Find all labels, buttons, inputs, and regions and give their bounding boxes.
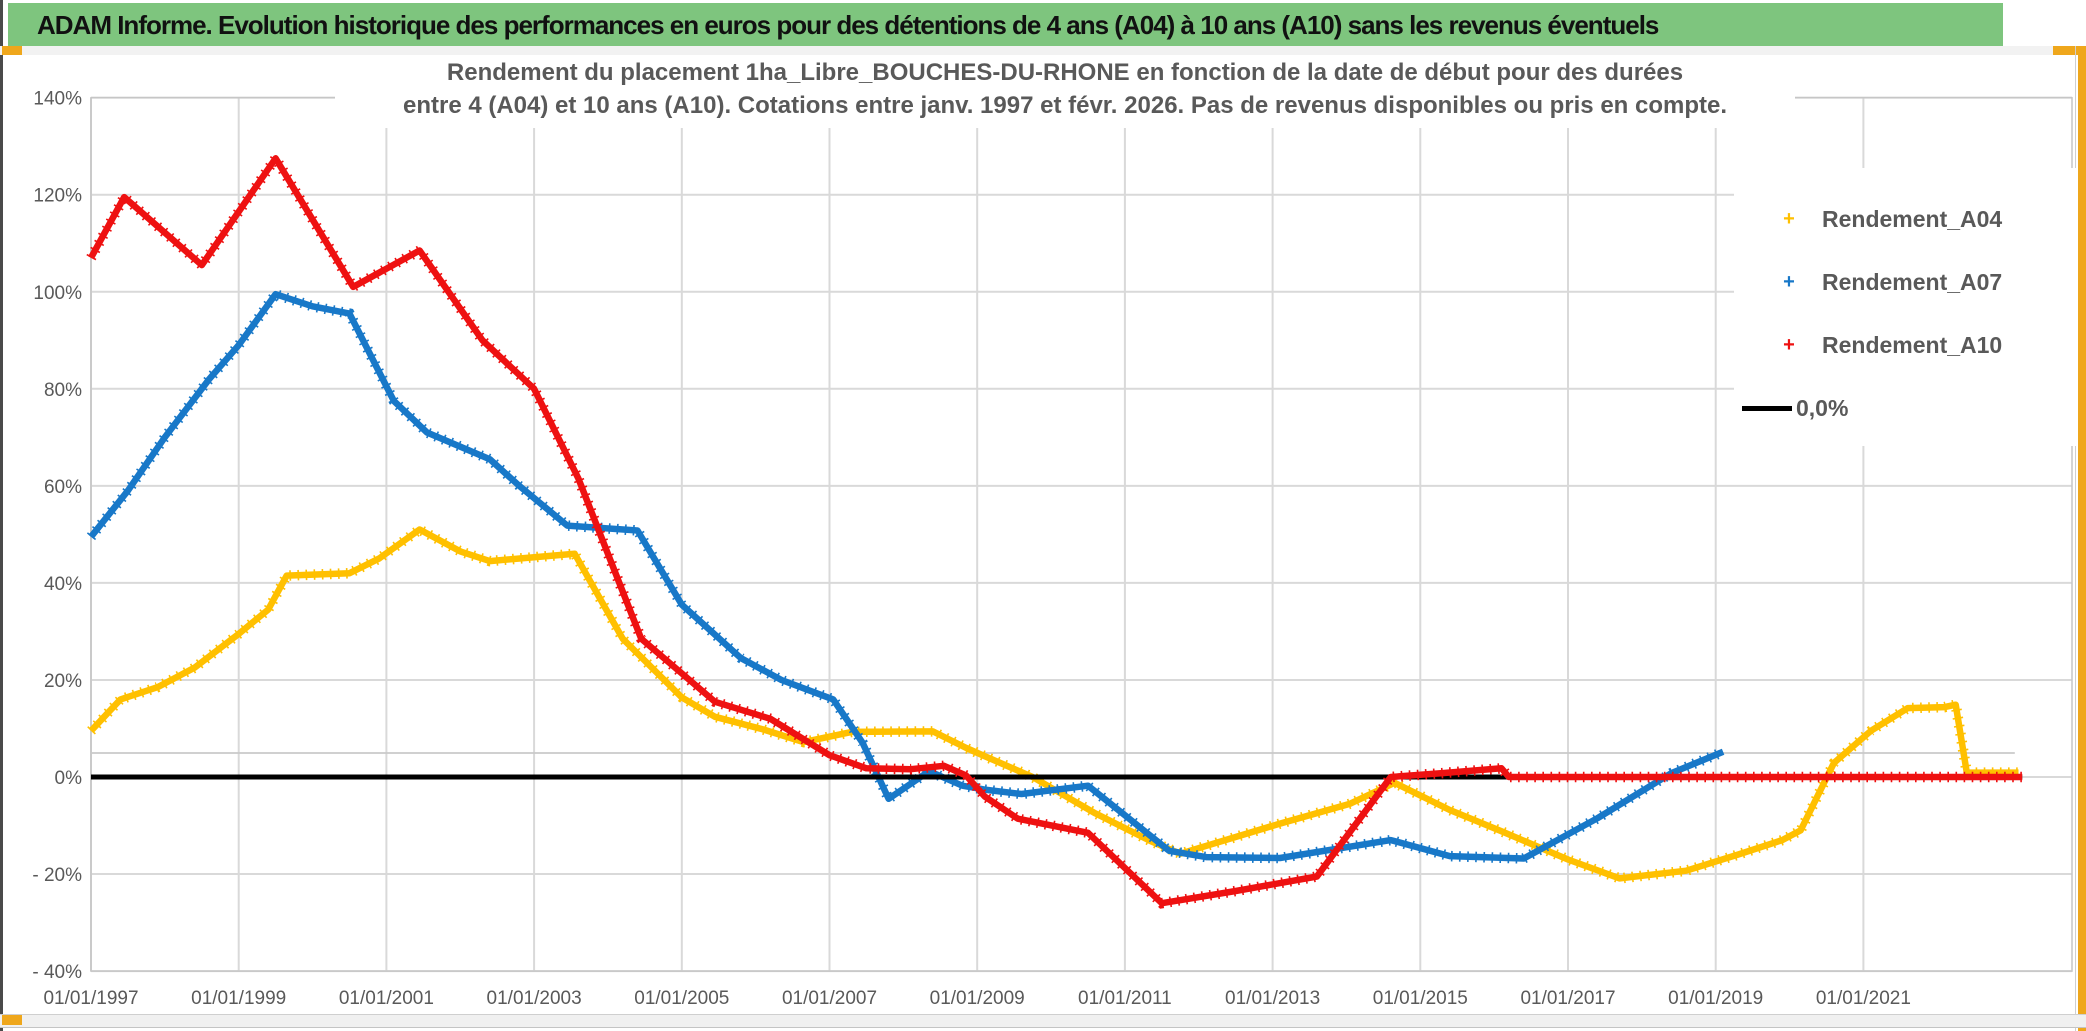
orange-accent-top-left bbox=[2, 46, 22, 55]
x-axis-label: 01/01/2007 bbox=[782, 988, 877, 1009]
legend-label: Rendement_A04 bbox=[1822, 206, 2003, 232]
performance-chart-svg: 140% 120% 100% 80% 60% 40% 20% 0% - 20% - 40% 01/0… bbox=[32, 89, 2073, 1009]
window-left-border bbox=[0, 0, 3, 1031]
legend-label: Rendement_A07 bbox=[1822, 269, 2003, 295]
x-axis-label: 01/01/2009 bbox=[930, 988, 1025, 1009]
window-title: ADAM Informe. Evolution historique des p… bbox=[37, 10, 1659, 40]
x-axis-label: 01/01/2017 bbox=[1520, 988, 1615, 1009]
x-axis-label: 01/01/2019 bbox=[1668, 988, 1763, 1009]
chart-legend[interactable]: + Rendement_A04 + Rendement_A07 + Rendem… bbox=[1734, 168, 2076, 446]
chart-subtitle-line1: Rendement du placement 1ha_Libre_BOUCHES… bbox=[446, 59, 1684, 86]
x-axis-label: 01/01/2003 bbox=[487, 988, 582, 1009]
title-underline-strip bbox=[0, 46, 2086, 55]
x-axis-label: 01/01/2015 bbox=[1373, 988, 1468, 1009]
series-line-rendement-a04 bbox=[88, 526, 2019, 882]
y-axis-label: 20% bbox=[44, 671, 82, 692]
plus-marker-icon: + bbox=[1783, 271, 1795, 293]
y-axis-label: - 20% bbox=[32, 865, 82, 886]
y-axis-label: 120% bbox=[33, 186, 82, 207]
x-axis-label: 01/01/1997 bbox=[43, 988, 138, 1009]
chart-subtitle: Rendement du placement 1ha_Libre_BOUCHES… bbox=[335, 56, 1795, 128]
title-bar: ADAM Informe. Evolution historique des p… bbox=[8, 3, 2003, 46]
x-axis-label: 01/01/2013 bbox=[1225, 988, 1320, 1009]
series-line-rendement-a10 bbox=[88, 155, 2023, 907]
legend-item-rendement-a07[interactable]: + Rendement_A07 bbox=[1734, 251, 2076, 314]
y-axis-label: 40% bbox=[44, 574, 82, 595]
zero-line-swatch-icon bbox=[1742, 406, 1792, 411]
legend-label: Rendement_A10 bbox=[1822, 332, 2003, 358]
window-inner-right-border bbox=[2075, 46, 2076, 1031]
chart-subtitle-line2: entre 4 (A04) et 10 ans (A10). Cotations… bbox=[402, 92, 1728, 119]
bottom-scroll-strip[interactable] bbox=[0, 1014, 2086, 1028]
legend-label: 0,0% bbox=[1796, 395, 1849, 421]
x-axis-label: 01/01/2011 bbox=[1078, 988, 1172, 1009]
y-axis-label: 0% bbox=[55, 768, 83, 789]
x-axis-label: 01/01/2021 bbox=[1816, 988, 1911, 1009]
y-axis-label: 140% bbox=[33, 89, 82, 110]
legend-item-rendement-a10[interactable]: + Rendement_A10 bbox=[1734, 314, 2076, 377]
legend-item-rendement-a04[interactable]: + Rendement_A04 bbox=[1734, 188, 2076, 251]
orange-accent-bottom-left bbox=[2, 1015, 22, 1025]
y-axis-label: 60% bbox=[44, 477, 82, 498]
y-axis-label: 100% bbox=[33, 283, 82, 304]
y-axis-label: 80% bbox=[44, 380, 82, 401]
chart-area[interactable]: 140% 120% 100% 80% 60% 40% 20% 0% - 20% - 40% 01/0… bbox=[0, 46, 2078, 1014]
legend-item-zero-line[interactable]: 0,0% bbox=[1734, 377, 2076, 440]
plus-marker-icon: + bbox=[1783, 208, 1795, 230]
orange-accent-right-bar bbox=[2078, 46, 2086, 1031]
plus-marker-icon: + bbox=[1783, 334, 1795, 356]
x-axis-label: 01/01/2005 bbox=[634, 988, 729, 1009]
orange-accent-top-right bbox=[2053, 46, 2086, 55]
x-axis-label: 01/01/2001 bbox=[339, 988, 434, 1009]
x-axis-label: 01/01/1999 bbox=[191, 988, 286, 1009]
y-axis-label: - 40% bbox=[32, 962, 82, 983]
